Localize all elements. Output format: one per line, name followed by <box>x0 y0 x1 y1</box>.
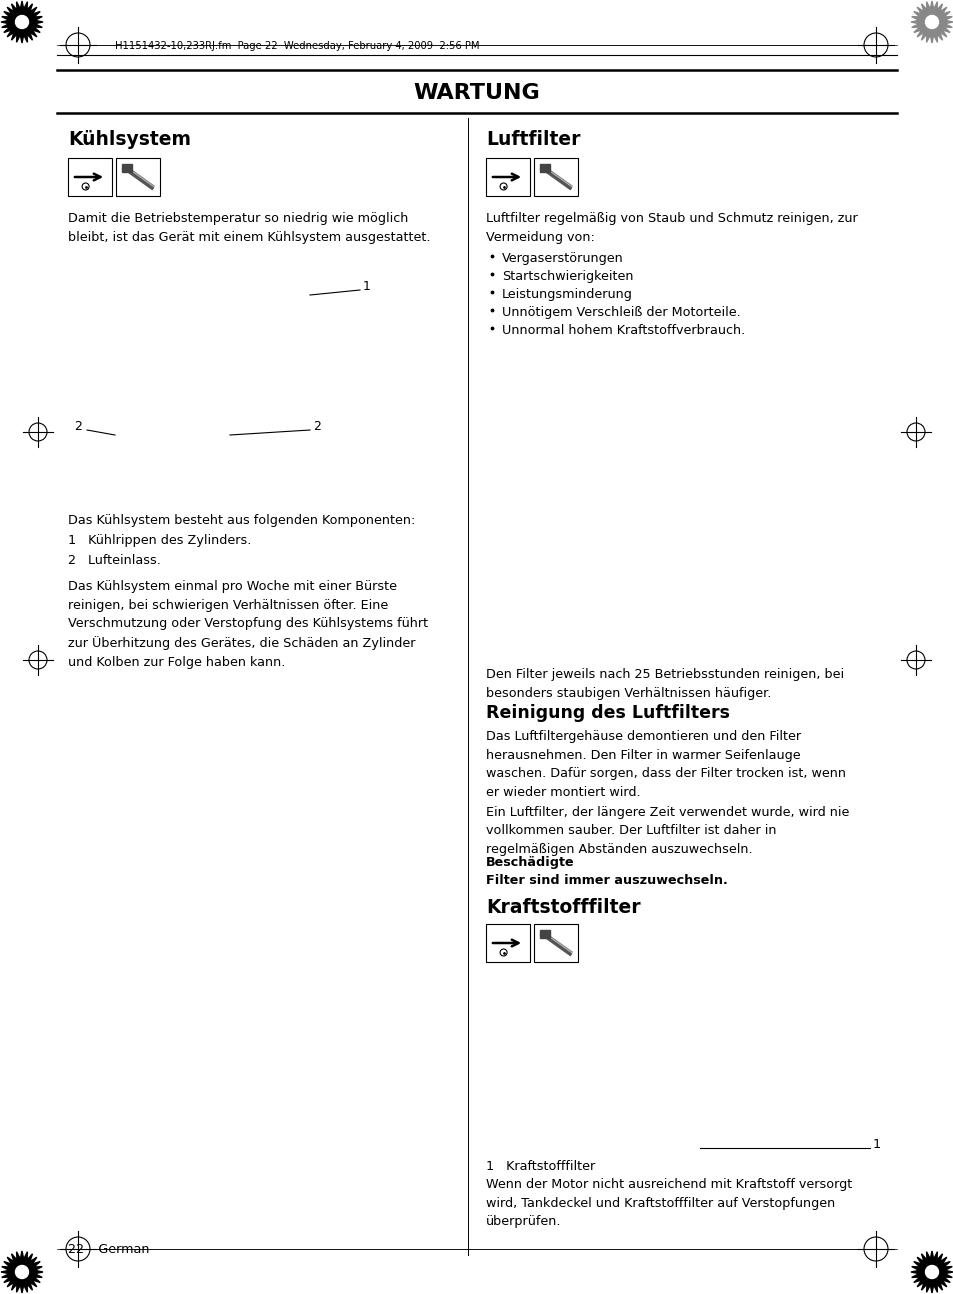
Text: Vergaserstörungen: Vergaserstörungen <box>501 252 623 265</box>
Text: Startschwierigkeiten: Startschwierigkeiten <box>501 270 633 283</box>
Text: Beschädigte
Filter sind immer auszuwechseln.: Beschädigte Filter sind immer auszuwechs… <box>485 857 727 888</box>
Text: 1: 1 <box>872 1139 881 1152</box>
Text: H1151432-10,233RJ.fm  Page 22  Wednesday, February 4, 2009  2:56 PM: H1151432-10,233RJ.fm Page 22 Wednesday, … <box>115 41 479 50</box>
Text: 1   Kühlrippen des Zylinders.: 1 Kühlrippen des Zylinders. <box>68 534 251 547</box>
Text: 1: 1 <box>363 281 371 294</box>
Text: Das Kühlsystem besteht aus folgenden Komponenten:: Das Kühlsystem besteht aus folgenden Kom… <box>68 514 415 527</box>
Text: 1   Kraftstofffilter: 1 Kraftstofffilter <box>485 1159 595 1172</box>
Bar <box>539 930 550 938</box>
Text: Reinigung des Luftfilters: Reinigung des Luftfilters <box>485 704 729 722</box>
Text: 2   Lufteinlass.: 2 Lufteinlass. <box>68 554 161 567</box>
Text: Unnötigem Verschleiß der Motorteile.: Unnötigem Verschleiß der Motorteile. <box>501 305 740 320</box>
Text: Wenn der Motor nicht ausreichend mit Kraftstoff versorgt
wird, Tankdeckel und Kr: Wenn der Motor nicht ausreichend mit Kra… <box>485 1178 851 1228</box>
Text: 22 – German: 22 – German <box>68 1244 150 1256</box>
Bar <box>539 164 550 172</box>
Bar <box>534 158 578 195</box>
Text: Leistungsminderung: Leistungsminderung <box>501 289 632 302</box>
Text: Das Luftfiltergehäuse demontieren und den Filter
herausnehmen. Den Filter in war: Das Luftfiltergehäuse demontieren und de… <box>485 730 845 798</box>
Circle shape <box>924 1266 938 1278</box>
Bar <box>68 158 112 195</box>
Polygon shape <box>1 1 43 43</box>
Text: Unnormal hohem Kraftstoffverbrauch.: Unnormal hohem Kraftstoffverbrauch. <box>501 324 744 336</box>
Text: Luftfilter regelmäßig von Staub und Schmutz reinigen, zur
Vermeidung von:: Luftfilter regelmäßig von Staub und Schm… <box>485 212 857 243</box>
Circle shape <box>15 16 29 28</box>
Polygon shape <box>910 1 952 43</box>
Text: 2: 2 <box>74 421 82 433</box>
Text: Kühlsystem: Kühlsystem <box>68 129 191 149</box>
Bar <box>116 158 160 195</box>
Bar <box>122 164 132 172</box>
Polygon shape <box>1 1251 43 1293</box>
Bar <box>534 924 578 961</box>
Text: Luftfilter: Luftfilter <box>485 129 579 149</box>
Text: Das Kühlsystem einmal pro Woche mit einer Bürste
reinigen, bei schwierigen Verhä: Das Kühlsystem einmal pro Woche mit eine… <box>68 580 428 669</box>
Text: Damit die Betriebstemperatur so niedrig wie möglich
bleibt, ist das Gerät mit ei: Damit die Betriebstemperatur so niedrig … <box>68 212 430 243</box>
Text: WARTUNG: WARTUNG <box>414 83 539 104</box>
Circle shape <box>15 1266 29 1278</box>
Text: Kraftstofffilter: Kraftstofffilter <box>485 898 640 917</box>
Circle shape <box>924 16 938 28</box>
Polygon shape <box>910 1251 952 1293</box>
Bar <box>485 924 530 961</box>
Text: Den Filter jeweils nach 25 Betriebsstunden reinigen, bei
besonders staubigen Ver: Den Filter jeweils nach 25 Betriebsstund… <box>485 668 843 700</box>
Text: Ein Luftfilter, der längere Zeit verwendet wurde, wird nie
vollkommen sauber. De: Ein Luftfilter, der längere Zeit verwend… <box>485 806 848 857</box>
Text: 2: 2 <box>313 421 320 433</box>
Bar <box>485 158 530 195</box>
